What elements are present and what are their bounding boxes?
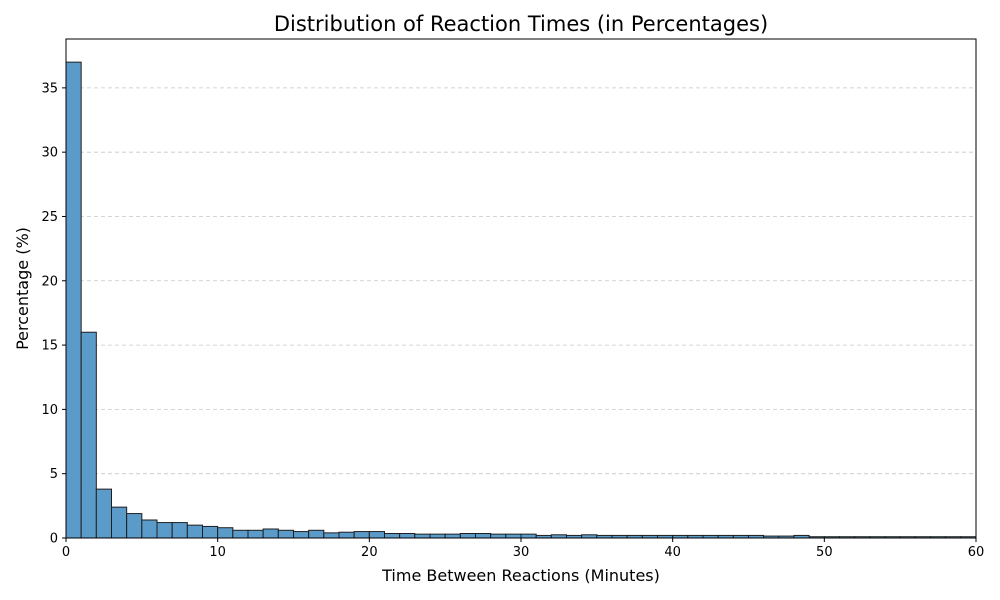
histogram-bar-15 [293,531,310,539]
y-tick-label-1: 5 [50,467,58,482]
x-tick-label-0: 0 [62,545,70,560]
x-tick-label-6: 60 [968,545,985,560]
y-tick-label-3: 15 [41,339,58,354]
x-tick-label-2: 20 [361,545,378,560]
bars-layer [65,61,977,539]
x-tick-label-4: 40 [664,545,681,560]
histogram-bar-23 [414,533,431,539]
histogram-bar-26 [459,532,477,539]
histogram-bar-7 [171,522,188,539]
histogram-bar-25 [444,533,461,539]
histogram-bar-6 [156,522,173,539]
x-tick-label-1: 10 [209,545,226,560]
y-tick-label-6: 30 [41,146,58,161]
x-axis-ticks: 0 10 20 30 40 50 60 [62,538,984,560]
y-tick-label-4: 20 [41,274,58,289]
histogram-bar-3 [111,506,128,539]
histogram-bar-9 [202,525,219,539]
histogram-bar-19 [353,531,370,539]
x-axis-label: Time Between Reactions (Minutes) [381,566,660,585]
histogram-bar-28 [490,533,507,539]
x-tick-label-5: 50 [816,545,833,560]
histogram-bar-12 [247,529,264,539]
histogram-bar-17 [323,532,340,539]
histogram-bar-29 [505,533,522,539]
histogram-bar-2 [95,488,113,539]
histogram-bar-20 [368,531,386,539]
histogram-bar-27 [475,532,492,539]
histogram-bar-1 [80,331,97,539]
histogram-bar-4 [126,513,143,539]
x-tick-label-3: 30 [513,545,530,560]
histogram-bar-10 [217,527,234,539]
histogram-bar-0 [65,61,82,539]
grid-layer [66,87,976,475]
histogram-bar-5 [141,519,158,539]
histogram-bar-13 [262,528,279,539]
histogram-bar-24 [429,533,446,539]
y-tick-label-7: 35 [41,81,58,96]
y-tick-label-2: 10 [41,403,58,418]
histogram-bar-22 [399,532,416,539]
chart-title: Distribution of Reaction Times (in Perce… [274,12,768,36]
axes-frame [65,38,977,539]
y-axis-ticks: 0 5 10 15 20 25 30 35 [41,81,66,547]
histogram-bar-21 [384,532,401,539]
histogram-bar-16 [308,529,325,539]
y-tick-label-5: 25 [41,210,58,225]
y-tick-label-0: 0 [50,532,58,547]
histogram-bar-8 [186,524,203,539]
histogram-bar-14 [277,529,295,539]
y-axis-label: Percentage (%) [13,227,32,350]
histogram-bar-18 [338,531,355,539]
histogram-bar-30 [520,533,537,539]
histogram-bar-11 [232,529,249,539]
